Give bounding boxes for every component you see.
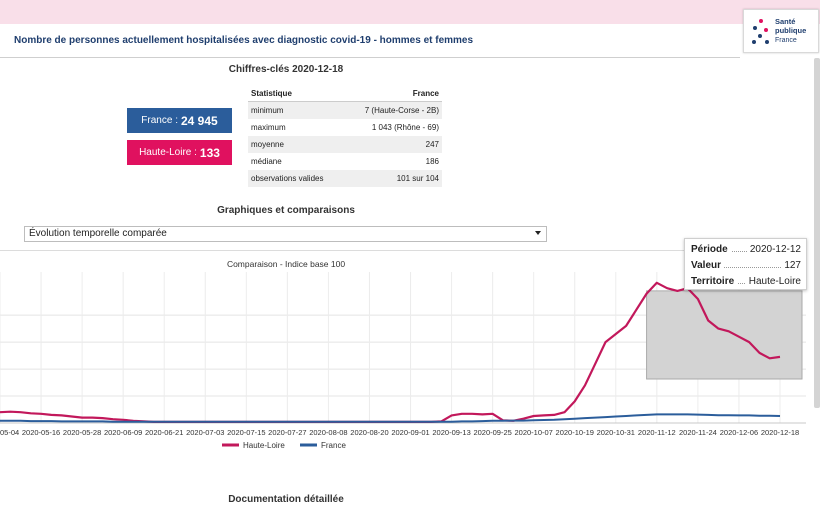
highlight-zone — [646, 290, 803, 380]
dropdown-caret-icon — [535, 231, 541, 235]
region-kpi-box: Haute-Loire : 133 — [127, 140, 232, 165]
table-row: minimum 7 (Haute-Corse - 2B) — [248, 101, 442, 119]
stat-value: 101 sur 104 — [343, 170, 442, 187]
x-tick-label: 2020-11-24 — [679, 428, 717, 437]
x-tick-label: 2020-05-04 — [0, 428, 19, 437]
stats-table: Statistique France minimum 7 (Haute-Cors… — [248, 85, 442, 187]
comparison-line-chart[interactable]: 2020-05-042020-05-162020-05-282020-06-09… — [0, 270, 806, 456]
x-tick-label: 2020-10-07 — [514, 428, 552, 437]
page-header: Nombre de personnes actuellement hospita… — [0, 24, 740, 58]
stat-name: observations valides — [248, 170, 344, 187]
stat-name: moyenne — [248, 136, 344, 153]
logo-text-line1: Santé — [775, 17, 796, 26]
header-divider — [0, 57, 740, 58]
chart-title: Comparaison - Indice base 100 — [226, 259, 346, 269]
table-row: médiane 186 — [248, 153, 442, 170]
france-kpi-value: 24 945 — [180, 113, 218, 128]
stat-value: 247 — [343, 136, 442, 153]
documentation-title: Documentation détaillée — [228, 494, 344, 505]
x-tick-label: 2020-12-06 — [720, 428, 758, 437]
x-tick-label: 2020-08-08 — [309, 428, 347, 437]
x-tick-label: 2020-09-25 — [473, 428, 511, 437]
chart-container — [0, 250, 806, 459]
tooltip-value: 2020-12-12 — [746, 244, 801, 255]
stat-name: médiane — [251, 157, 282, 166]
tooltip-value: 127 — [781, 260, 801, 271]
stat-name: maximum — [251, 123, 286, 132]
table-row: observations valides 101 sur 104 — [248, 170, 442, 187]
france-kpi-label: France : — [141, 115, 178, 126]
table-row: maximum 1 043 (Rhône - 69) — [248, 119, 442, 136]
chart-tooltip: Période 2020-12-12 Valeur 127 Territoire… — [684, 238, 807, 290]
stat-name: minimum — [248, 101, 344, 119]
stats-header-row: Statistique France — [248, 85, 442, 102]
page-title: Nombre de personnes actuellement hospita… — [14, 35, 474, 46]
chart-type-select[interactable]: Évolution temporelle comparée — [24, 226, 547, 242]
x-tick-label: 2020-09-01 — [391, 428, 429, 437]
tooltip-row-value: Valeur 127 — [691, 260, 801, 274]
x-tick-label: 2020-05-28 — [63, 428, 101, 437]
x-tick-label: 2020-09-13 — [432, 428, 470, 437]
stats-header-france: France — [343, 85, 442, 102]
x-tick-label: 2020-05-16 — [22, 428, 60, 437]
tooltip-key: Valeur — [691, 260, 725, 271]
tooltip-value: Haute-Loire — [745, 276, 801, 287]
logo-text-line2: publique — [775, 26, 807, 35]
x-tick-label: 2020-08-20 — [350, 428, 388, 437]
top-banner — [0, 0, 820, 24]
x-tick-label: 2020-10-19 — [556, 428, 594, 437]
tooltip-row-period: Période 2020-12-12 — [691, 244, 801, 258]
page-scrollbar[interactable] — [814, 58, 820, 408]
x-tick-label: 2020-10-31 — [597, 428, 635, 437]
tooltip-key: Période — [691, 244, 731, 255]
legend-label: Haute-Loire — [243, 441, 285, 450]
stats-header-statistique: Statistique — [248, 85, 344, 102]
key-figures-title: Chiffres-clés 2020-12-18 — [228, 64, 344, 75]
stat-value: 1 043 (Rhône - 69) — [371, 123, 439, 132]
logo-text-line3: France — [775, 37, 797, 44]
x-tick-label: 2020-06-21 — [145, 428, 183, 437]
table-row: moyenne 247 — [248, 136, 442, 153]
chart-type-select-value: Évolution temporelle comparée — [29, 228, 167, 239]
region-kpi-value: 133 — [199, 145, 220, 160]
x-tick-label: 2020-12-18 — [761, 428, 799, 437]
logo-dots-icon — [752, 19, 770, 45]
stat-value: 186 — [425, 157, 439, 166]
region-kpi-label: Haute-Loire : — [139, 147, 197, 158]
sante-publique-logo[interactable]: Santé publique France — [743, 9, 819, 53]
x-tick-label: 2020-07-27 — [268, 428, 306, 437]
stat-value: 7 (Haute-Corse - 2B) — [343, 101, 442, 119]
x-tick-label: 2020-07-03 — [186, 428, 224, 437]
france-kpi-box: France : 24 945 — [127, 108, 232, 133]
x-tick-label: 2020-11-12 — [638, 428, 676, 437]
tooltip-key: Territoire — [691, 276, 738, 287]
series-line-france — [0, 413, 781, 423]
graphs-section-title: Graphiques et comparaisons — [217, 205, 355, 216]
x-tick-label: 2020-06-09 — [104, 428, 142, 437]
x-tick-label: 2020-07-15 — [227, 428, 265, 437]
legend-label: France — [321, 441, 346, 450]
tooltip-row-territory: Territoire Haute-Loire — [691, 276, 801, 289]
